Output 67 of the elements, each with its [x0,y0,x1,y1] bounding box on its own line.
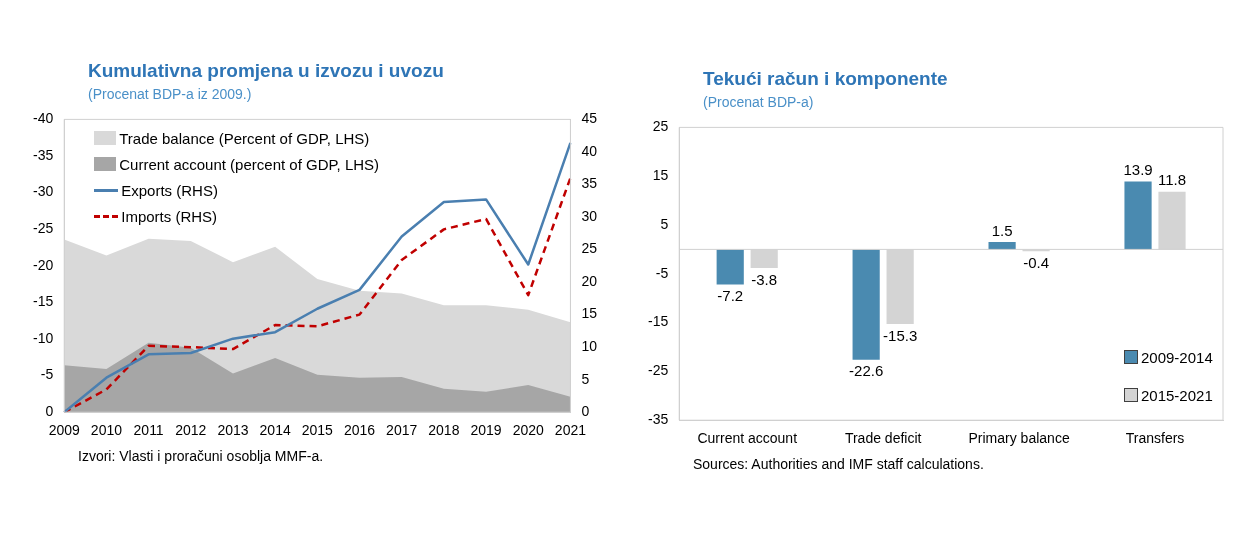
x-tick-label: 2011 [133,422,164,439]
y-tick-label: -25 [33,220,54,237]
legend-label: 2015-2021 [1141,386,1213,404]
legend-label: Trade balance (Percent of GDP, LHS) [119,129,370,147]
x-tick-label: 2009 [48,422,81,439]
x-tick-label: Trade deficit [844,430,922,447]
chart-title: Kumulativna promjena u izvozu i uvozu [88,60,444,82]
source-note: Sources: Authorities and IMF staff calculations. [693,456,984,472]
y-tick-label: -20 [33,256,54,273]
y-tick-label: -5 [40,366,54,383]
y2-tick-label: 30 [581,207,598,224]
y-tick-label: -15 [648,313,669,330]
data-label: -15.3 [883,326,918,344]
y-tick-label: -30 [33,183,54,200]
legend-label: Imports (RHS) [121,207,218,225]
y2-tick-label: 15 [581,305,598,322]
data-label: 13.9 [1123,161,1153,179]
x-tick-label: 2020 [512,422,545,439]
y-tick-label: -5 [655,264,669,281]
chart-subtitle: (Procenat BDP-a) [703,94,814,110]
y-tick-label: 0 [45,403,54,420]
y-tick-label: 5 [660,215,669,232]
x-tick-label: Transfers [1125,430,1185,447]
y2-tick-label: 10 [581,337,598,354]
x-tick-label: 2021 [554,422,587,439]
data-label: -7.2 [717,287,744,305]
y-tick-label: -40 [33,110,54,127]
bar [988,242,1016,250]
x-tick-label: 2017 [386,422,418,439]
data-label: -0.4 [1023,253,1050,271]
x-tick-label: 2014 [259,422,291,439]
y2-tick-label: 40 [581,142,598,159]
bar [1124,181,1152,250]
chart-title: Tekući račun i komponente [703,68,948,90]
y2-tick-label: 45 [581,110,598,127]
y-tick-label: -35 [33,146,54,163]
chart-subtitle: (Procenat BDP-a iz 2009.) [88,86,252,102]
data-label: 1.5 [991,221,1013,239]
y2-tick-label: 5 [581,370,590,387]
y-tick-label: 15 [652,167,669,184]
y2-tick-label: 0 [581,403,590,420]
data-label: -3.8 [751,270,778,288]
text: Izvori: Vlasti i proračuni osoblja MMF-a. [78,448,324,464]
x-tick-label: 2010 [90,422,123,439]
x-tick-label: Primary balance [968,430,1070,447]
legend-label: 2009-2014 [1141,348,1213,366]
data-label: -22.6 [849,362,884,380]
y2-tick-label: 20 [581,272,598,289]
y-tick-label: -25 [648,362,669,379]
x-tick-label: 2018 [428,422,460,439]
y-tick-label: 25 [652,118,669,135]
x-tick-label: 2016 [343,422,376,439]
legend-label: Exports (RHS) [121,181,218,199]
x-tick-label: 2013 [217,422,249,439]
y2-tick-label: 25 [581,240,598,257]
y-tick-label: -15 [33,293,54,310]
x-tick-label: 2019 [470,422,502,439]
x-tick-label: Current account [697,430,798,447]
x-tick-label: 2015 [301,422,334,439]
legend-label: Current account (percent of GDP, LHS) [119,155,380,173]
data-label: 11.8 [1157,171,1187,189]
y2-tick-label: 35 [581,175,598,192]
x-tick-label: 2012 [175,422,207,439]
y-tick-label: -10 [33,329,54,346]
bar [852,249,880,360]
bar [716,249,744,285]
y-tick-label: -35 [648,411,669,428]
